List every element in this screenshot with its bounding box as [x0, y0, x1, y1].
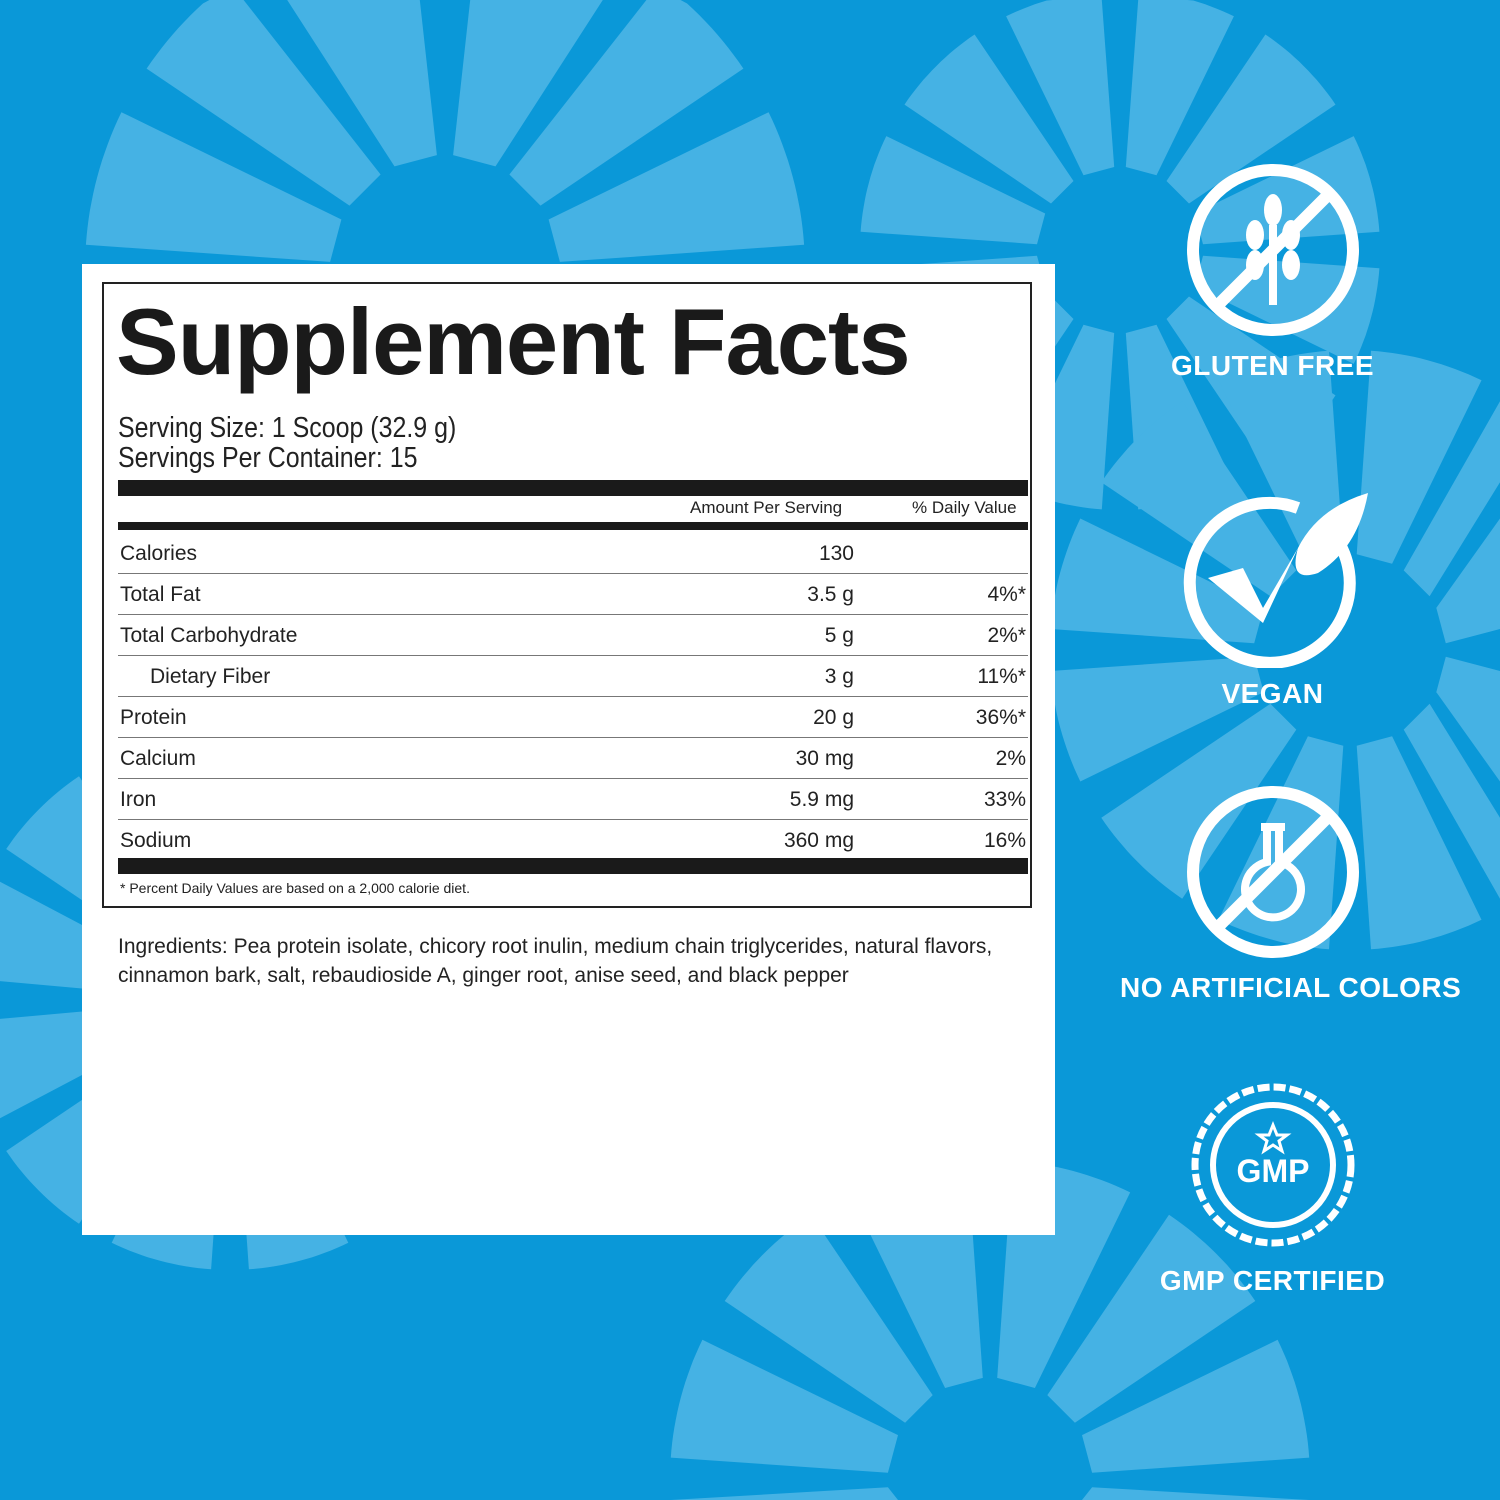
badge-label: VEGAN [1221, 678, 1324, 709]
citrus-segment [1050, 518, 1264, 644]
badge-gmp-certified: GMP GMP CERTIFIED [1120, 1075, 1425, 1297]
citrus-segment [1082, 1339, 1310, 1473]
citrus-segment [1194, 136, 1380, 245]
citrus-segment [1082, 1487, 1310, 1500]
nutrient-name: Total Carbohydrate [120, 624, 298, 647]
serving-size: Serving Size: 1 Scoop (32.9 g) [118, 412, 457, 444]
nutrient-row: Calories 130 [118, 532, 1028, 574]
citrus-segment [1356, 350, 1482, 564]
nutrient-name: Iron [120, 788, 157, 811]
nutrient-amount: 20 g [813, 706, 854, 729]
citrus-segment [146, 0, 381, 206]
citrus-segment [1218, 350, 1344, 564]
nutrient-amount: 360 mg [783, 829, 854, 852]
nutrient-daily-value: 2%* [987, 624, 1026, 647]
citrus-segment [1403, 703, 1500, 899]
nutrient-daily-value: 36%* [975, 706, 1026, 729]
nutrient-amount: 130 [818, 542, 854, 565]
nutrient-row: Sodium 360 mg 16% [118, 819, 1028, 860]
header-divider [118, 522, 1028, 530]
footnote: * Percent Daily Values are based on a 2,… [120, 880, 470, 896]
nutrient-amount: 3.5 g [807, 583, 854, 606]
citrus-segment [724, 1214, 933, 1423]
citrus-segment [670, 1487, 898, 1500]
nutrient-name: Calories [120, 542, 198, 565]
citrus-segment [1125, 0, 1234, 176]
nutrient-name: Protein [120, 706, 187, 729]
servings-per-container: Servings Per Container: 15 [118, 442, 418, 474]
citrus-segment [1436, 518, 1500, 644]
nutrient-row: Iron 5.9 mg 33% [118, 778, 1028, 820]
bottom-divider [118, 858, 1028, 874]
nutrient-row: Total Fat 3.5 g 4%* [118, 573, 1028, 615]
citrus-segment [670, 1339, 898, 1473]
nutrient-daily-value: 4%* [987, 583, 1026, 606]
nutrient-row: Dietary Fiber 3 g 11%* [118, 655, 1028, 697]
badge-label: GLUTEN FREE [1170, 350, 1375, 381]
badge-vegan: VEGAN [1120, 488, 1425, 710]
badge-no-artificial-colors: NO ARTIFICIAL COLORS [1120, 782, 1462, 1004]
vegan-leaf-check-icon [1183, 493, 1368, 668]
citrus-segment [1050, 656, 1264, 782]
citrus-segment [548, 112, 805, 262]
supplement-facts-panel: Supplement Facts Serving Size: 1 Scoop (… [82, 264, 1055, 1235]
citrus-segment [1101, 401, 1297, 597]
citrus-segment [860, 136, 1046, 245]
daily-value-header: % Daily Value [912, 498, 1017, 517]
thick-divider [118, 480, 1028, 496]
citrus-segment [1006, 0, 1115, 176]
badge-gluten-free: GLUTEN FREE [1120, 160, 1425, 382]
nutrient-amount: 30 mg [795, 747, 854, 770]
facts-title: Supplement Facts [116, 289, 911, 394]
badge-label: NO ARTIFICIAL COLORS [1120, 972, 1462, 1003]
citrus-segment [85, 112, 342, 262]
nutrient-daily-value: 11%* [977, 665, 1026, 688]
citrus-segment [1403, 401, 1500, 597]
citrus-segment [1436, 656, 1500, 782]
gmp-seal-icon: GMP [1191, 1083, 1354, 1247]
no-artificial-colors-flask-icon [1186, 786, 1359, 958]
citrus-segment [904, 34, 1074, 204]
nutrient-name: Total Fat [120, 583, 201, 606]
nutrient-name: Dietary Fiber [150, 665, 271, 688]
nutrient-amount: 5.9 mg [789, 788, 854, 811]
nutrient-name: Calcium [120, 747, 196, 770]
nutrient-row: Calcium 30 mg 2% [118, 737, 1028, 779]
amount-header: Amount Per Serving [690, 498, 843, 517]
gluten-free-icon [1186, 164, 1359, 336]
supplement-facts-label: Supplement Facts Serving Size: 1 Scoop (… [102, 282, 1032, 908]
citrus-segment [509, 0, 744, 206]
citrus-segment [1166, 34, 1336, 204]
badge-label: GMP CERTIFIED [1159, 1265, 1386, 1296]
nutrient-daily-value: 16% [983, 829, 1026, 852]
nutrient-daily-value: 2% [995, 747, 1026, 770]
nutrient-amount: 3 g [824, 665, 854, 688]
seal-text: GMP [1236, 1153, 1309, 1189]
citrus-segment [1047, 1214, 1256, 1423]
nutrient-daily-value: 33% [983, 788, 1026, 811]
nutrient-amount: 5 g [824, 624, 854, 647]
nutrient-row: Protein 20 g 36%* [118, 696, 1028, 738]
citrus-segment [1356, 736, 1482, 950]
citrus-segment [453, 0, 603, 167]
citrus-segment [287, 0, 437, 167]
citrus-segment [1101, 703, 1297, 899]
ingredients: Ingredients: Pea protein isolate, chicor… [118, 935, 993, 987]
nutrient-row: Total Carbohydrate 5 g 2%* [118, 614, 1028, 656]
nutrient-name: Sodium [120, 829, 192, 852]
